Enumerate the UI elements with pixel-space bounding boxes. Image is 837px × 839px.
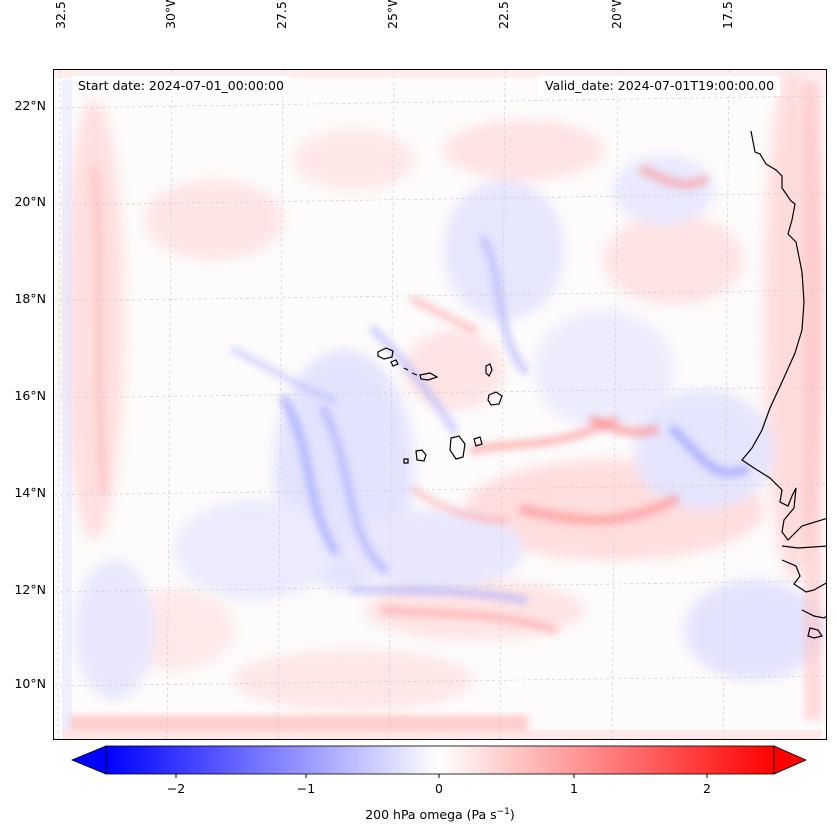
coastline (377, 130, 826, 639)
lat-label-20n: 20°N (14, 194, 46, 209)
lon-label-22-5w: 22.5°W (496, 0, 511, 29)
lat-label-12n: 12°N (14, 582, 46, 597)
gridlines (54, 70, 826, 739)
colorbar (70, 745, 807, 778)
lon-label-27-5w: 27.5°W (274, 0, 289, 29)
colorbar-label: 200 hPa omega (Pa s−1) (0, 807, 837, 822)
colorbar-tick-1: 1 (570, 781, 578, 796)
colorbar-tick-2: 2 (703, 781, 711, 796)
lon-label-25w: 25°W (385, 0, 400, 29)
omega-field-map (54, 70, 826, 739)
valid-date-label: Valid_date: 2024-07-01T19:00:00.00 (539, 76, 781, 96)
lon-label-17-5w: 17.5°W (720, 0, 735, 29)
colorbar-tick-neg2: −2 (166, 781, 186, 796)
colorbar-gradient (105, 745, 775, 775)
omega-field (54, 70, 826, 739)
lon-label-30w: 30°W (163, 0, 178, 29)
lat-label-10n: 10°N (14, 676, 46, 691)
start-date-label: Start date: 2024-07-01_00:00:00 (72, 76, 290, 96)
colorbar-tick-neg1: −1 (296, 781, 316, 796)
colorbar-label-suffix: ) (509, 807, 515, 823)
lat-label-22n: 22°N (14, 98, 46, 113)
lon-label-20w: 20°W (609, 0, 624, 29)
map-panel (53, 69, 827, 740)
colorbar-label-prefix: 200 hPa omega (Pa s (365, 807, 497, 823)
lat-label-18n: 18°N (14, 291, 46, 306)
colorbar-tick-0: 0 (435, 781, 443, 796)
colorbar-tick-marks (175, 774, 708, 778)
colorbar-extend-max (773, 745, 807, 775)
lon-label-32-5w: 32.5°W (53, 0, 68, 29)
colorbar-extend-min (70, 745, 107, 775)
lat-label-14n: 14°N (14, 485, 46, 500)
lat-label-16n: 16°N (14, 388, 46, 403)
colorbar-label-exponent: −1 (496, 807, 510, 817)
